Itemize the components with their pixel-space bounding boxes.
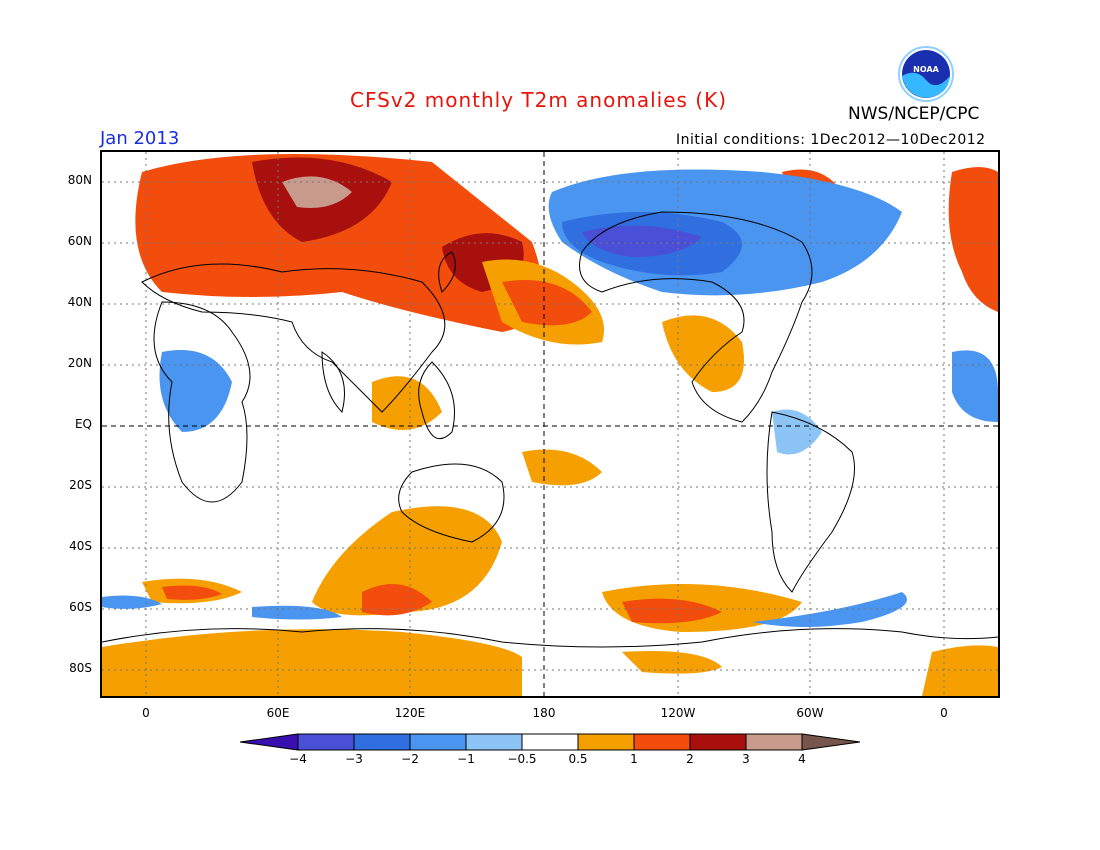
colorbar-label: 2: [686, 752, 694, 766]
lon-label: 180: [532, 706, 556, 720]
initial-conditions: Initial conditions: 1Dec2012—10Dec2012: [676, 132, 986, 148]
colorbar-label: −0.5: [507, 752, 537, 766]
lon-label: 60W: [796, 706, 824, 720]
org-label: NWS/NCEP/CPC: [848, 104, 980, 124]
color-swatch: [577, 733, 635, 751]
colorbar-label: 0.5: [568, 752, 588, 766]
lat-label: 20S: [69, 478, 92, 492]
color-swatch: [633, 733, 691, 751]
lat-label: 20N: [67, 356, 92, 370]
color-bar: [240, 733, 861, 751]
coastlines: [102, 211, 998, 648]
lat-label: 80S: [69, 661, 92, 675]
lon-label: 120E: [394, 706, 426, 720]
colorbar-label: 3: [742, 752, 750, 766]
color-swatch: [745, 733, 803, 751]
lat-label: 40N: [67, 295, 92, 309]
color-swatch: [240, 733, 299, 751]
colorbar-label: −2: [401, 752, 419, 766]
svg-text:NOAA: NOAA: [913, 65, 939, 74]
colorbar-label: −3: [345, 752, 363, 766]
map-title: CFSv2 monthly T2m anomalies (K): [350, 88, 727, 112]
reference-lines: [102, 152, 998, 696]
color-swatch: [521, 733, 579, 751]
noaa-logo: NOAA: [898, 46, 954, 102]
lat-label: 40S: [69, 539, 92, 553]
map-canvas: [102, 152, 998, 696]
colorbar-label: 1: [630, 752, 638, 766]
lon-label: 0: [940, 706, 948, 720]
cold-anomaly-regions: [102, 169, 998, 627]
color-swatch: [689, 733, 747, 751]
lon-label: 120W: [660, 706, 696, 720]
lat-label: EQ: [74, 417, 92, 431]
lat-label: 60N: [67, 234, 92, 248]
color-swatch: [353, 733, 411, 751]
lon-label: 60E: [266, 706, 290, 720]
color-swatch: [465, 733, 523, 751]
anomaly-map: [100, 150, 1000, 698]
lat-label: 80N: [67, 173, 92, 187]
color-swatch: [297, 733, 355, 751]
color-swatch: [409, 733, 467, 751]
colorbar-label: −1: [457, 752, 475, 766]
colorbar-label: 4: [798, 752, 806, 766]
color-swatch: [801, 733, 861, 751]
colorbar-label: −4: [289, 752, 307, 766]
lat-label: 60S: [69, 600, 92, 614]
forecast-month: Jan 2013: [100, 128, 180, 149]
lon-label: 0: [142, 706, 150, 720]
